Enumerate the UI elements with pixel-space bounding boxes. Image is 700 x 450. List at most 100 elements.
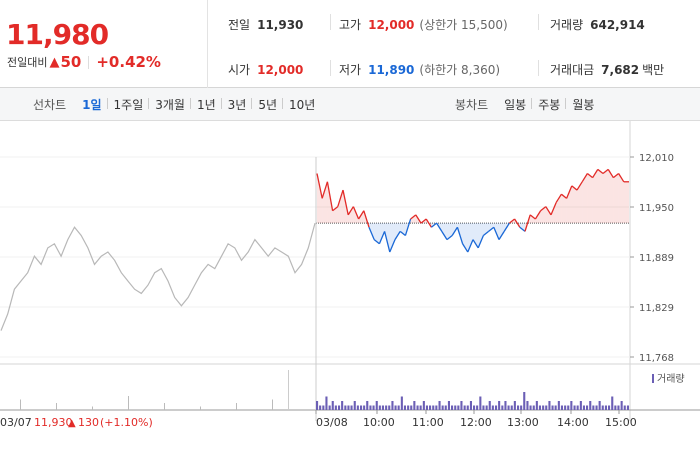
intraday-chart: 12,010 11,950 11,889 11,829 11,768 거래량 03/08 10… — [0, 121, 700, 450]
stat-label: 저가 — [339, 63, 362, 77]
down-line-segment — [383, 231, 391, 253]
tab-weekly-candle[interactable]: 주봉 — [531, 96, 566, 113]
tab-1day[interactable]: 1일 — [82, 98, 102, 112]
volume-bar — [614, 405, 617, 410]
volume-bar — [611, 396, 614, 410]
volume-bar — [601, 405, 604, 410]
volume-bar — [441, 405, 444, 410]
tab-1week[interactable]: 1주일 — [106, 96, 150, 113]
up-line-segment — [592, 169, 599, 179]
volume-bar — [403, 405, 406, 410]
down-line-segment — [477, 235, 484, 249]
stat-value: 11,890 — [368, 63, 415, 77]
area-fill — [566, 185, 572, 224]
volume-bar — [372, 405, 375, 410]
x-tick-label: 13:00 — [507, 416, 539, 429]
volume-bar — [485, 405, 488, 410]
volume-bar — [545, 405, 548, 410]
volume-bar — [457, 405, 460, 410]
volume-bar — [510, 405, 513, 410]
x-tick-label: 03/08 — [316, 416, 348, 429]
volume-bar — [476, 405, 479, 410]
x-tick-label: 14:00 — [557, 416, 589, 429]
area-fill — [597, 169, 603, 224]
y-tick-label: 12,010 — [639, 153, 674, 164]
stat-label: 고가 — [339, 18, 362, 32]
area-fill — [441, 223, 447, 240]
up-line-segment — [326, 181, 334, 211]
volume-bar — [570, 401, 573, 410]
volume-bar — [360, 405, 363, 410]
area-fill — [608, 169, 614, 224]
lower-limit: (하한가 8,360) — [419, 63, 501, 77]
volume-bar — [595, 405, 598, 410]
tab-monthly-candle[interactable]: 월봉 — [565, 96, 600, 113]
stat-value: 12,000 — [368, 18, 415, 32]
volume-bar — [479, 396, 482, 410]
volume-bar — [579, 401, 582, 410]
volume-bar — [397, 405, 400, 410]
prev-day-line — [0, 222, 316, 331]
tab-3year[interactable]: 3년 — [220, 96, 253, 113]
down-line-segment — [404, 218, 412, 236]
tab-1year[interactable]: 1년 — [189, 96, 222, 113]
volume-bar — [366, 401, 369, 410]
volume-bar — [422, 401, 425, 410]
volume-bar — [488, 401, 491, 410]
up-line-segment — [612, 173, 620, 179]
stat-low: 저가 11,890 (하한가 8,360) — [339, 61, 500, 78]
up-line-segment — [540, 206, 547, 212]
volume-bar — [517, 405, 520, 410]
stat-prev-close: 전일 11,930 — [228, 16, 303, 33]
quote-stats: 전일 11,930 고가 12,000 (상한가 15,500) 거래량 642… — [209, 0, 700, 88]
volume-bar — [400, 396, 403, 410]
volume-bar — [504, 401, 507, 410]
area-fill — [478, 223, 484, 248]
area-fill — [618, 173, 624, 224]
down-line-segment — [519, 226, 526, 232]
down-line-segment — [436, 222, 443, 232]
volume-bar — [592, 405, 595, 410]
volume-bar — [482, 405, 485, 410]
volume-bar — [469, 401, 472, 410]
tab-5year[interactable]: 5년 — [251, 96, 283, 113]
volume-bar — [460, 401, 463, 410]
stat-value: 11,930 — [257, 18, 304, 32]
volume-bar — [350, 405, 353, 410]
volume-bar — [532, 405, 535, 410]
volume-bar — [331, 401, 334, 410]
prev-day-price: 11,930 — [34, 416, 73, 429]
tab-3month[interactable]: 3개월 — [148, 96, 191, 113]
volume-bar — [567, 405, 570, 410]
volume-bar — [554, 405, 557, 410]
area-fill — [395, 223, 401, 240]
volume-bar — [501, 405, 504, 410]
area-fill — [332, 206, 338, 224]
prev-volume-bar — [272, 399, 273, 410]
volume-bar — [410, 405, 413, 410]
y-tick-label: 11,889 — [639, 253, 674, 264]
price-change: 전일대비 ▲ 50 +0.42% — [7, 53, 161, 71]
up-line-segment — [571, 185, 578, 191]
volume-bar — [407, 405, 410, 410]
volume-bar — [573, 405, 576, 410]
volume-bar — [498, 401, 501, 410]
y-tick-label: 11,829 — [639, 303, 674, 314]
divider — [538, 14, 539, 30]
change-value: 50 — [60, 53, 82, 71]
volume-bar — [325, 396, 328, 410]
tab-10year[interactable]: 10년 — [282, 96, 321, 113]
volume-bar — [353, 401, 356, 410]
current-price: 11,980 — [6, 18, 109, 51]
up-line-segment — [415, 214, 422, 224]
volume-bar — [363, 405, 366, 410]
volume-bar — [381, 405, 384, 410]
volume-bar — [413, 401, 416, 410]
area-fill — [488, 223, 494, 232]
stat-high: 고가 12,000 (상한가 15,500) — [339, 16, 508, 33]
tab-daily-candle[interactable]: 일봉 — [504, 98, 527, 112]
up-line-segment — [363, 210, 370, 228]
volume-bar — [576, 405, 579, 410]
down-line-segment — [373, 239, 380, 245]
volume-bar — [394, 405, 397, 410]
